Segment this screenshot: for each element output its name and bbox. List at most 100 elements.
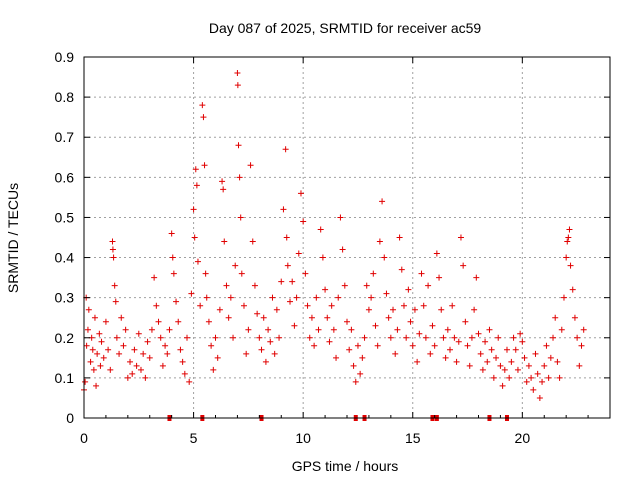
data-point: [276, 334, 283, 341]
data-point: [374, 342, 381, 349]
data-point: [97, 362, 104, 369]
data-point: [567, 262, 574, 269]
data-point: [235, 142, 242, 149]
data-point: [100, 354, 107, 361]
data-point: [197, 302, 204, 309]
data-point: [306, 334, 313, 341]
data-point: [547, 354, 554, 361]
x-tick-labels: 0 5 10 15 20: [80, 430, 530, 446]
data-point: [457, 234, 464, 241]
data-point: [256, 334, 263, 341]
data-point: [267, 338, 274, 345]
y-tick-label: 0: [66, 410, 74, 426]
data-point: [550, 334, 557, 341]
data-point: [455, 338, 462, 345]
data-point: [348, 326, 355, 333]
data-point: [91, 314, 98, 321]
data-point: [283, 234, 290, 241]
data-point: [113, 334, 120, 341]
data-point: [447, 346, 454, 353]
data-point: [339, 246, 346, 253]
data-point: [208, 342, 215, 349]
data-point: [497, 362, 504, 369]
data-point: [175, 318, 182, 325]
data-point: [564, 238, 571, 245]
data-point: [162, 342, 169, 349]
data-point: [164, 350, 171, 357]
data-point: [131, 346, 138, 353]
data-point: [392, 350, 399, 357]
data-point: [194, 258, 201, 265]
data-point: [468, 334, 475, 341]
data-point: [287, 298, 294, 305]
data-point: [133, 362, 140, 369]
data-point: [295, 250, 302, 257]
data-point: [112, 298, 119, 305]
data-point: [184, 334, 191, 341]
data-point: [291, 322, 298, 329]
data-point: [545, 374, 552, 381]
data-point: [315, 326, 322, 333]
y-tick-label: 0.6: [55, 169, 75, 185]
data-point: [543, 342, 550, 349]
data-point: [212, 334, 219, 341]
data-point: [532, 350, 539, 357]
data-point: [157, 334, 164, 341]
x-tick-label: 20: [515, 430, 531, 446]
data-point: [129, 370, 136, 377]
data-point: [341, 282, 348, 289]
data-point: [219, 178, 226, 185]
data-point: [451, 334, 458, 341]
data-point: [530, 386, 537, 393]
data-point: [93, 382, 100, 389]
data-point: [297, 190, 304, 197]
data-point: [580, 326, 587, 333]
data-point: [159, 362, 166, 369]
y-tick-label: 0.2: [55, 330, 75, 346]
data-point: [205, 318, 212, 325]
data-point: [94, 350, 101, 357]
data-point: [262, 358, 269, 365]
data-point: [85, 306, 92, 313]
data-point: [335, 294, 342, 301]
data-point: [517, 330, 524, 337]
data-point: [234, 82, 241, 89]
data-point: [280, 206, 287, 213]
data-point: [120, 342, 127, 349]
data-point: [148, 326, 155, 333]
data-point: [431, 342, 438, 349]
data-point: [328, 302, 335, 309]
data-point: [191, 234, 198, 241]
data-point: [220, 186, 227, 193]
data-point: [190, 206, 197, 213]
data-points: [81, 70, 587, 401]
data-point: [177, 346, 184, 353]
data-point: [214, 354, 221, 361]
data-point: [433, 250, 440, 257]
data-point: [96, 330, 103, 337]
data-point: [254, 310, 261, 317]
x-tick-label: 15: [405, 430, 421, 446]
data-point: [122, 326, 129, 333]
y-tick-label: 0.9: [55, 49, 75, 65]
data-point: [210, 366, 217, 373]
data-point: [271, 350, 278, 357]
data-point: [168, 230, 175, 237]
data-point: [142, 374, 149, 381]
y-axis-label: SRMTID / TECUs: [5, 183, 21, 293]
data-point: [200, 114, 207, 121]
data-point: [409, 342, 416, 349]
data-point: [352, 378, 359, 385]
data-point: [484, 358, 491, 365]
data-point: [578, 342, 585, 349]
data-point: [394, 326, 401, 333]
data-point: [449, 302, 456, 309]
data-point: [216, 306, 223, 313]
data-point: [304, 302, 311, 309]
data-point: [107, 366, 114, 373]
data-point: [84, 326, 91, 333]
data-point: [370, 270, 377, 277]
data-point: [385, 314, 392, 321]
data-point: [313, 294, 320, 301]
data-point: [109, 246, 116, 253]
